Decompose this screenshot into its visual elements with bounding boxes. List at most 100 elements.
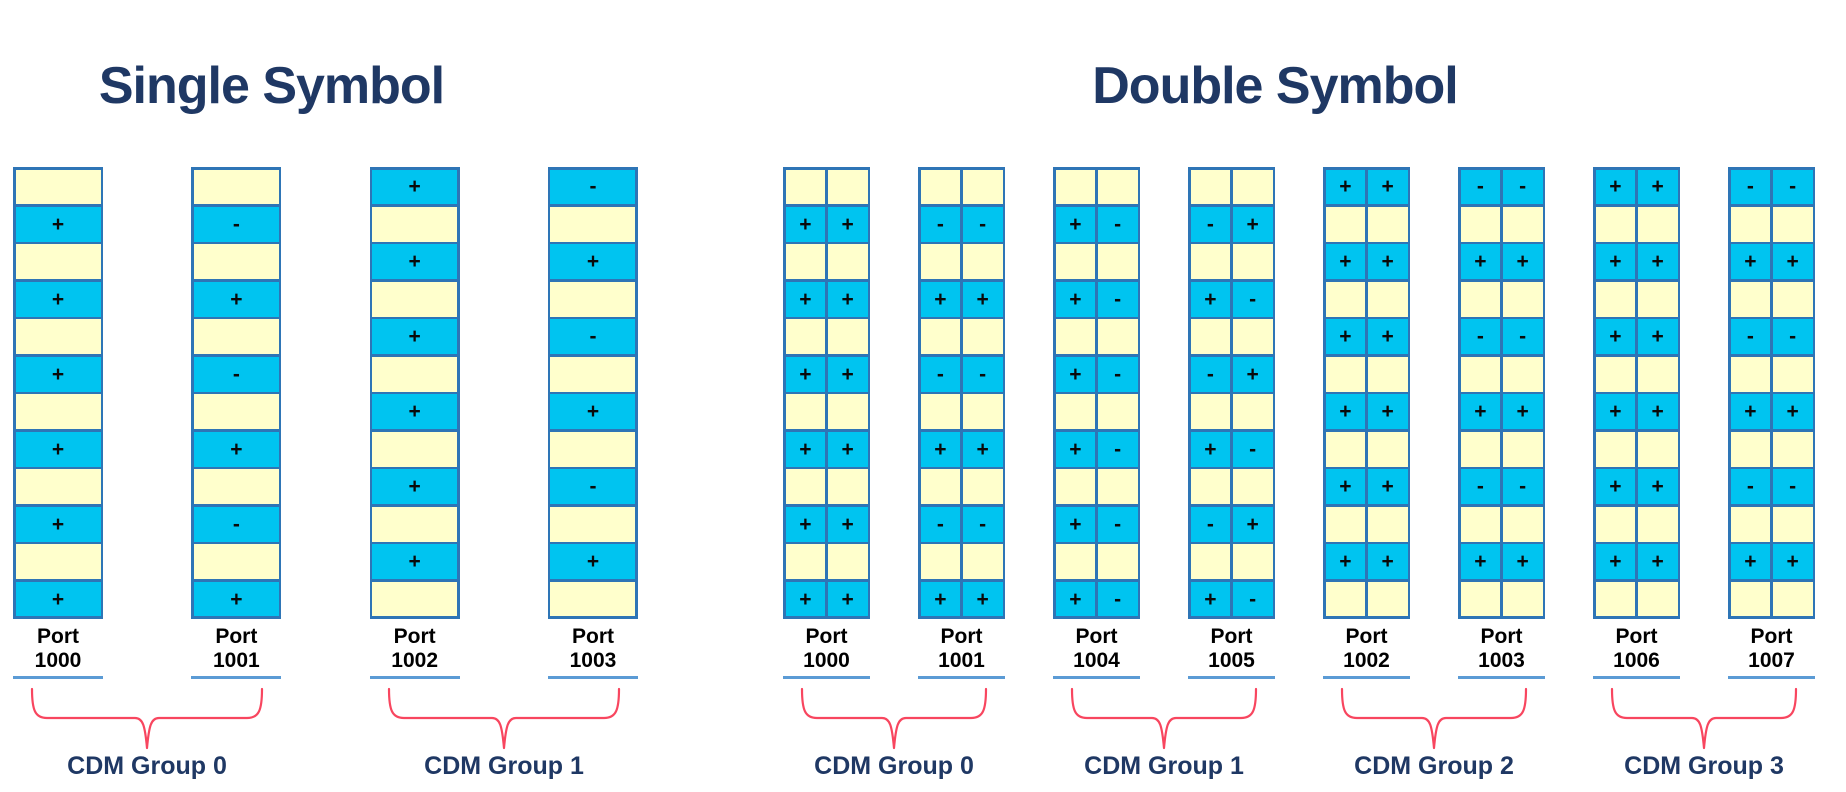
dmrs-re-cell-empty — [1730, 581, 1771, 617]
cdm-group-label: CDM Group 0 — [814, 752, 974, 780]
dmrs-re-cell-occupied: + — [372, 544, 458, 580]
dmrs-re-cell-empty — [372, 581, 458, 617]
single-symbol-panel: Single Symbol + + + + + + Port 1000- + - + - + Port 10… — [13, 0, 638, 792]
port-label: Port 1002 — [1323, 625, 1410, 672]
dmrs-re-cell-occupied: + — [1055, 281, 1096, 317]
dmrs-re-cell-occupied: - — [1097, 206, 1138, 242]
dmrs-re-cell-empty — [372, 281, 458, 317]
port-underline — [547, 676, 638, 680]
cdm-group-brace: CDM Group 1 — [1070, 686, 1258, 780]
resource-grid: - + + - - + + - - + + - — [1188, 167, 1275, 619]
port-number: 1007 — [1748, 648, 1795, 672]
dmrs-re-cell-occupied: + — [15, 206, 101, 242]
dmrs-re-cell-occupied: + — [1460, 544, 1501, 580]
dmrs-re-cell-empty — [1097, 244, 1138, 280]
dmrs-re-cell-occupied: - — [1097, 581, 1138, 617]
dmrs-re-cell-empty — [1367, 281, 1408, 317]
dmrs-re-cell-occupied: + — [827, 581, 868, 617]
port-label-word: Port — [215, 625, 258, 648]
dmrs-re-cell-empty — [550, 356, 636, 392]
dmrs-re-cell-empty — [1055, 394, 1096, 430]
dmrs-re-cell-empty — [1502, 356, 1543, 392]
dmrs-re-cell-occupied: + — [1730, 244, 1771, 280]
port-label: Port 1003 — [1458, 625, 1545, 672]
dmrs-re-cell-empty — [1190, 544, 1231, 580]
port-number: 1005 — [1208, 648, 1255, 672]
dmrs-re-cell-occupied: + — [962, 581, 1003, 617]
dmrs-re-cell-occupied: - — [1232, 431, 1273, 467]
dmrs-re-cell-empty — [920, 169, 961, 205]
dmrs-re-cell-occupied: + — [1460, 244, 1501, 280]
dmrs-re-cell-occupied: + — [1367, 319, 1408, 355]
dmrs-re-cell-occupied: + — [372, 169, 458, 205]
dmrs-re-cell-empty — [1772, 581, 1813, 617]
dmrs-re-cell-empty — [15, 319, 101, 355]
dmrs-re-cell-empty — [1460, 581, 1501, 617]
single-symbol-title: Single Symbol — [98, 57, 445, 115]
dmrs-re-cell-empty — [827, 319, 868, 355]
dmrs-re-cell-occupied: - — [1097, 431, 1138, 467]
dmrs-re-cell-occupied: - — [1190, 356, 1231, 392]
port-label-word: Port — [37, 625, 79, 648]
dmrs-re-cell-empty — [1325, 281, 1366, 317]
dmrs-re-cell-empty — [193, 394, 279, 430]
dmrs-re-cell-occupied: - — [1232, 281, 1273, 317]
dmrs-re-cell-occupied: + — [1325, 469, 1366, 505]
port-underline — [783, 676, 870, 680]
dmrs-re-cell-empty — [827, 169, 868, 205]
dmrs-re-cell-occupied: - — [1460, 319, 1501, 355]
port-underline — [1053, 676, 1140, 680]
dmrs-re-cell-occupied: + — [785, 581, 826, 617]
dmrs-re-cell-occupied: + — [1055, 356, 1096, 392]
port-number: 1000 — [34, 648, 82, 672]
dmrs-re-cell-occupied: - — [1097, 356, 1138, 392]
dmrs-re-cell-empty — [962, 394, 1003, 430]
cdm-group-brace: CDM Group 1 — [387, 686, 621, 780]
port-number: 1006 — [1613, 648, 1660, 672]
dmrs-re-cell-occupied: + — [1460, 394, 1501, 430]
dmrs-re-cell-occupied: + — [1772, 544, 1813, 580]
dmrs-re-cell-empty — [1502, 431, 1543, 467]
dmrs-re-cell-empty — [1232, 319, 1273, 355]
dmrs-re-cell-occupied: + — [1190, 431, 1231, 467]
dmrs-re-cell-occupied: - — [1097, 506, 1138, 542]
dmrs-re-cell-occupied: + — [1190, 581, 1231, 617]
dmrs-re-cell-empty — [1055, 544, 1096, 580]
dmrs-re-cell-occupied: - — [193, 206, 279, 242]
port-label: Port 1001 — [191, 625, 281, 672]
port-column-1003: - + - + - + Port 1003 — [547, 167, 638, 680]
dmrs-re-cell-empty — [550, 431, 636, 467]
dmrs-re-cell-occupied: + — [1595, 319, 1636, 355]
port-number: 1003 — [569, 648, 617, 672]
dmrs-re-cell-empty — [1232, 544, 1273, 580]
dmrs-re-cell-occupied: - — [193, 506, 279, 542]
dmrs-re-cell-occupied: - — [1772, 169, 1813, 205]
dmrs-re-cell-occupied: + — [1325, 319, 1366, 355]
dmrs-re-cell-occupied: + — [1325, 169, 1366, 205]
dmrs-re-cell-occupied: + — [1595, 244, 1636, 280]
dmrs-re-cell-occupied: + — [1367, 169, 1408, 205]
double-symbol-title: Double Symbol — [1092, 57, 1458, 115]
dmrs-re-cell-empty — [1772, 356, 1813, 392]
dmrs-re-cell-occupied: + — [827, 281, 868, 317]
dmrs-re-cell-empty — [1325, 581, 1366, 617]
resource-grid: - - + + - - + + - - + + — [1458, 167, 1545, 619]
dmrs-re-cell-empty — [1367, 356, 1408, 392]
dmrs-re-cell-occupied: + — [15, 356, 101, 392]
port-label: Port 1003 — [548, 625, 638, 672]
dmrs-re-cell-occupied: + — [15, 431, 101, 467]
dmrs-re-cell-occupied: + — [15, 506, 101, 542]
brace-curve — [1070, 687, 1258, 750]
dmrs-re-cell-empty — [193, 544, 279, 580]
dmrs-re-cell-empty — [1595, 581, 1636, 617]
dmrs-re-cell-occupied: + — [827, 431, 868, 467]
dmrs-re-cell-occupied: - — [1730, 319, 1771, 355]
dmrs-re-cell-empty — [1730, 431, 1771, 467]
port-column-1005: - + + - - + + - - + + - Port 1005 — [1188, 167, 1275, 680]
dmrs-re-cell-occupied: + — [1232, 356, 1273, 392]
port-label: Port 1000 — [783, 625, 870, 672]
cdm-group-label: CDM Group 3 — [1624, 752, 1784, 780]
dmrs-re-cell-empty — [1367, 581, 1408, 617]
dmrs-re-cell-empty — [1772, 506, 1813, 542]
dmrs-re-cell-occupied: + — [193, 431, 279, 467]
